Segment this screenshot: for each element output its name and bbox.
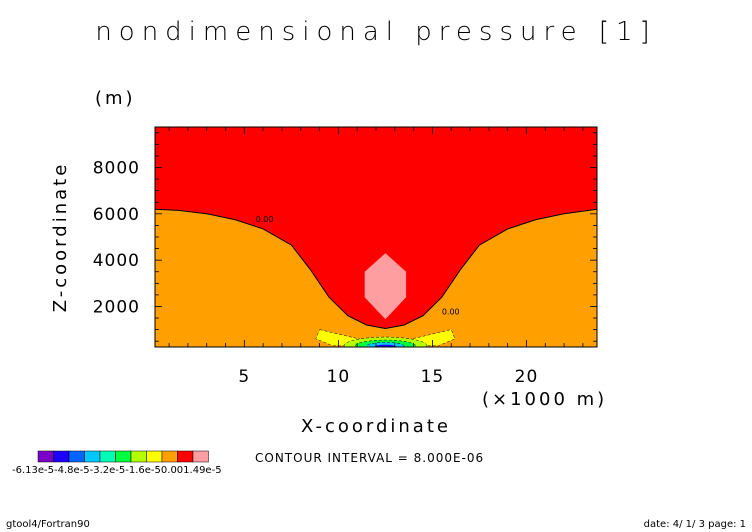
y-tick-label: 2000 xyxy=(93,297,140,317)
y-axis-label: Z-coordinate xyxy=(50,162,71,313)
plot-area: 0.00 0.00 xyxy=(154,126,598,348)
y-tick-label: 8000 xyxy=(93,159,140,179)
y-unit-label: (m) xyxy=(95,88,136,109)
colorbar-swatch xyxy=(161,450,178,463)
colorbar-swatch xyxy=(84,450,101,463)
x-tick-label: 15 xyxy=(421,367,445,387)
colorbar-swatch xyxy=(130,450,147,463)
axis-ticks xyxy=(155,127,597,347)
footer-left: gtool4/Fortran90 xyxy=(6,519,90,530)
y-tick-label: 4000 xyxy=(93,251,140,271)
footer-right: date: 4/ 1/ 3 page: 1 xyxy=(644,519,746,530)
negative-region xyxy=(155,209,597,347)
x-tick-label: 20 xyxy=(515,367,539,387)
zero-contour-line xyxy=(154,208,598,330)
colorbar-swatch xyxy=(177,450,194,463)
contour-label: 0.00 xyxy=(256,215,274,224)
chart-title: nondimensional pressure [1] xyxy=(95,17,656,47)
contour-label: 0.00 xyxy=(442,308,460,317)
x-unit-label: (×1000 m) xyxy=(482,389,607,410)
colorbar-swatch xyxy=(146,450,163,463)
colorbar-swatch xyxy=(53,450,70,463)
contour-interval-text: CONTOUR INTERVAL = 8.000E-06 xyxy=(255,451,484,465)
x-tick-label: 10 xyxy=(327,367,351,387)
y-tick-label: 6000 xyxy=(93,205,140,225)
colorbar-swatch xyxy=(99,450,116,463)
central-maximum-region xyxy=(364,253,407,320)
x-tick-label: 5 xyxy=(238,367,250,387)
x-axis-label: X-coordinate xyxy=(301,416,451,437)
colorbar-swatch xyxy=(68,450,85,463)
colorbar xyxy=(37,450,209,463)
colorbar-swatch xyxy=(37,450,54,463)
colorbar-swatch xyxy=(115,450,132,463)
colorbar-swatch xyxy=(192,450,209,463)
colorbar-labels: -6.13e-5-4.8e-5-3.2e-5-1.6e-50.001.49e-5 xyxy=(12,465,222,476)
blue-minimum-region xyxy=(375,344,396,347)
